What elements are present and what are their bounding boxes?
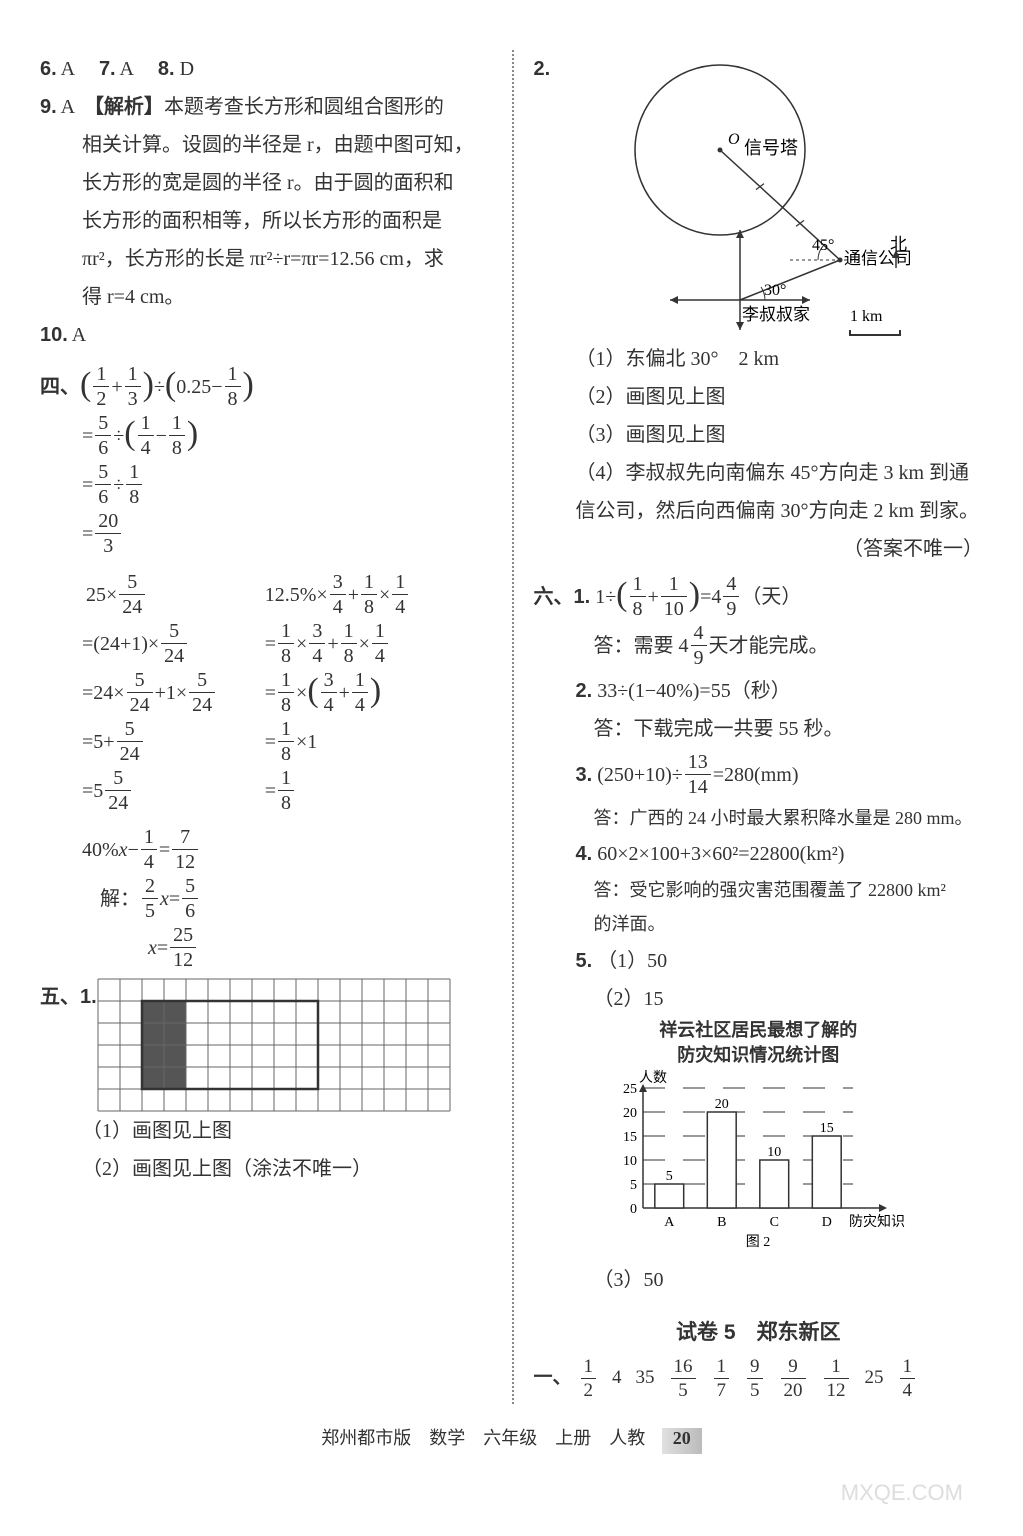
q10: 10. A bbox=[40, 316, 490, 354]
grid-figure bbox=[97, 978, 451, 1112]
svg-text:图 2: 图 2 bbox=[746, 1235, 771, 1248]
svg-text:30°: 30° bbox=[764, 282, 786, 299]
svg-text:1 km: 1 km bbox=[850, 308, 883, 325]
paper5-title: 试卷 5 郑东新区 bbox=[534, 1313, 984, 1353]
svg-text:O: O bbox=[728, 131, 740, 148]
svg-text:20: 20 bbox=[715, 1097, 729, 1112]
sec5-label: 五、1. bbox=[40, 978, 97, 1016]
svg-text:20: 20 bbox=[623, 1106, 637, 1121]
map-diagram: O信号塔45°30°李叔叔家通信公司北1 km bbox=[550, 50, 910, 340]
q6-4-ans: 答：受它影响的强灾害范围覆盖了 22800 km² bbox=[534, 873, 984, 907]
section-6: 六、 1. 1÷(18+110)=449（天） 答：需要 449天才能完成。 2… bbox=[534, 574, 984, 1299]
sec5-a1: （1）画图见上图 bbox=[40, 1112, 490, 1150]
q6-3-ans: 答：广西的 24 小时最大累积降水量是 280 mm。 bbox=[534, 801, 984, 835]
q2-diagram-row: 2. O信号塔45°30°李叔叔家通信公司北1 km bbox=[534, 50, 984, 340]
svg-text:防灾知识: 防灾知识 bbox=[849, 1213, 905, 1230]
page-footer: 郑州都市版 数学 六年级 上册 人教 20 bbox=[40, 1424, 983, 1454]
chart-title: 防灾知识情况统计图 bbox=[534, 1043, 984, 1068]
q2-a3: （3）画图见上图 bbox=[534, 416, 984, 454]
svg-text:5: 5 bbox=[666, 1169, 673, 1184]
svg-text:5: 5 bbox=[630, 1178, 637, 1193]
svg-text:0: 0 bbox=[630, 1202, 637, 1217]
svg-text:信号塔: 信号塔 bbox=[744, 138, 798, 158]
q2-a4: 信公司，然后向西偏南 30°方向走 2 km 到家。 bbox=[534, 492, 984, 530]
q6-2-ans: 答：下载完成一共要 55 秒。 bbox=[534, 710, 984, 748]
section-5: 五、1. bbox=[40, 978, 490, 1112]
q2-a4: （4）李叔叔先向南偏东 45°方向走 3 km 到通 bbox=[534, 454, 984, 492]
q2-a1: （1）东偏北 30° 2 km bbox=[534, 340, 984, 378]
sec5-a2: （2）画图见上图（涂法不唯一） bbox=[40, 1150, 490, 1188]
svg-text:15: 15 bbox=[820, 1121, 834, 1136]
q9-line: 得 r=4 cm。 bbox=[40, 278, 490, 316]
q6-4-ans: 的洋面。 bbox=[534, 907, 984, 941]
svg-text:李叔叔家: 李叔叔家 bbox=[742, 305, 810, 324]
column-divider bbox=[512, 50, 514, 1404]
svg-text:D: D bbox=[822, 1215, 832, 1230]
right-column: 2. O信号塔45°30°李叔叔家通信公司北1 km （1）东偏北 30° 2 … bbox=[512, 50, 984, 1404]
svg-text:15: 15 bbox=[623, 1130, 637, 1145]
sec6-label: 六、 bbox=[534, 578, 574, 616]
q9-line: 长方形的面积相等，所以长方形的面积是 bbox=[40, 202, 490, 240]
svg-text:10: 10 bbox=[623, 1154, 637, 1169]
svg-text:10: 10 bbox=[768, 1145, 782, 1160]
svg-text:北: 北 bbox=[890, 235, 907, 254]
chart-title: 祥云社区居民最想了解的 bbox=[534, 1018, 984, 1043]
q2-label: 2. bbox=[534, 50, 551, 88]
svg-text:45°: 45° bbox=[812, 237, 834, 254]
page-number: 20 bbox=[662, 1428, 702, 1454]
svg-text:B: B bbox=[717, 1215, 726, 1230]
q6-5-a3: （3）50 bbox=[534, 1261, 984, 1299]
q9-line: 相关计算。设圆的半径是 r，由题中图可知， bbox=[40, 126, 490, 164]
q9-line: πr²，长方形的长是 πr²÷r=πr=12.56 cm，求 bbox=[40, 240, 490, 278]
svg-text:C: C bbox=[770, 1215, 779, 1230]
q6-5-a2: （2）15 bbox=[534, 980, 984, 1018]
q9: 9. A 【解析】本题考查长方形和圆组合图形的 相关计算。设圆的半径是 r，由题… bbox=[40, 88, 490, 316]
section-4: 四、 ( 12+13 )÷(0.25−18) =56÷(14−18) =56÷1… bbox=[40, 364, 490, 970]
sec4-label: 四、 bbox=[40, 368, 80, 406]
svg-text:A: A bbox=[664, 1215, 675, 1230]
q2-a4-note: （答案不唯一） bbox=[534, 530, 984, 568]
q9-line: 长方形的宽是圆的半径 r。由于圆的面积和 bbox=[40, 164, 490, 202]
q2-a2: （2）画图见上图 bbox=[534, 378, 984, 416]
left-column: 6. A 7. A 8. D 9. A 【解析】本题考查长方形和圆组合图形的 相… bbox=[40, 50, 512, 1404]
q6-8: 6. A 7. A 8. D bbox=[40, 50, 490, 88]
bar-chart: 人数 0 5 10 15 20 25 5 A 20 B 10 C 15 D 防灾知识图 2 bbox=[593, 1068, 923, 1248]
watermark: MXQE.COM bbox=[841, 1480, 963, 1506]
paper5-answers: 一、1243516517959201122514 bbox=[534, 1357, 984, 1400]
svg-text:人数: 人数 bbox=[639, 1070, 667, 1086]
svg-text:25: 25 bbox=[623, 1082, 637, 1097]
